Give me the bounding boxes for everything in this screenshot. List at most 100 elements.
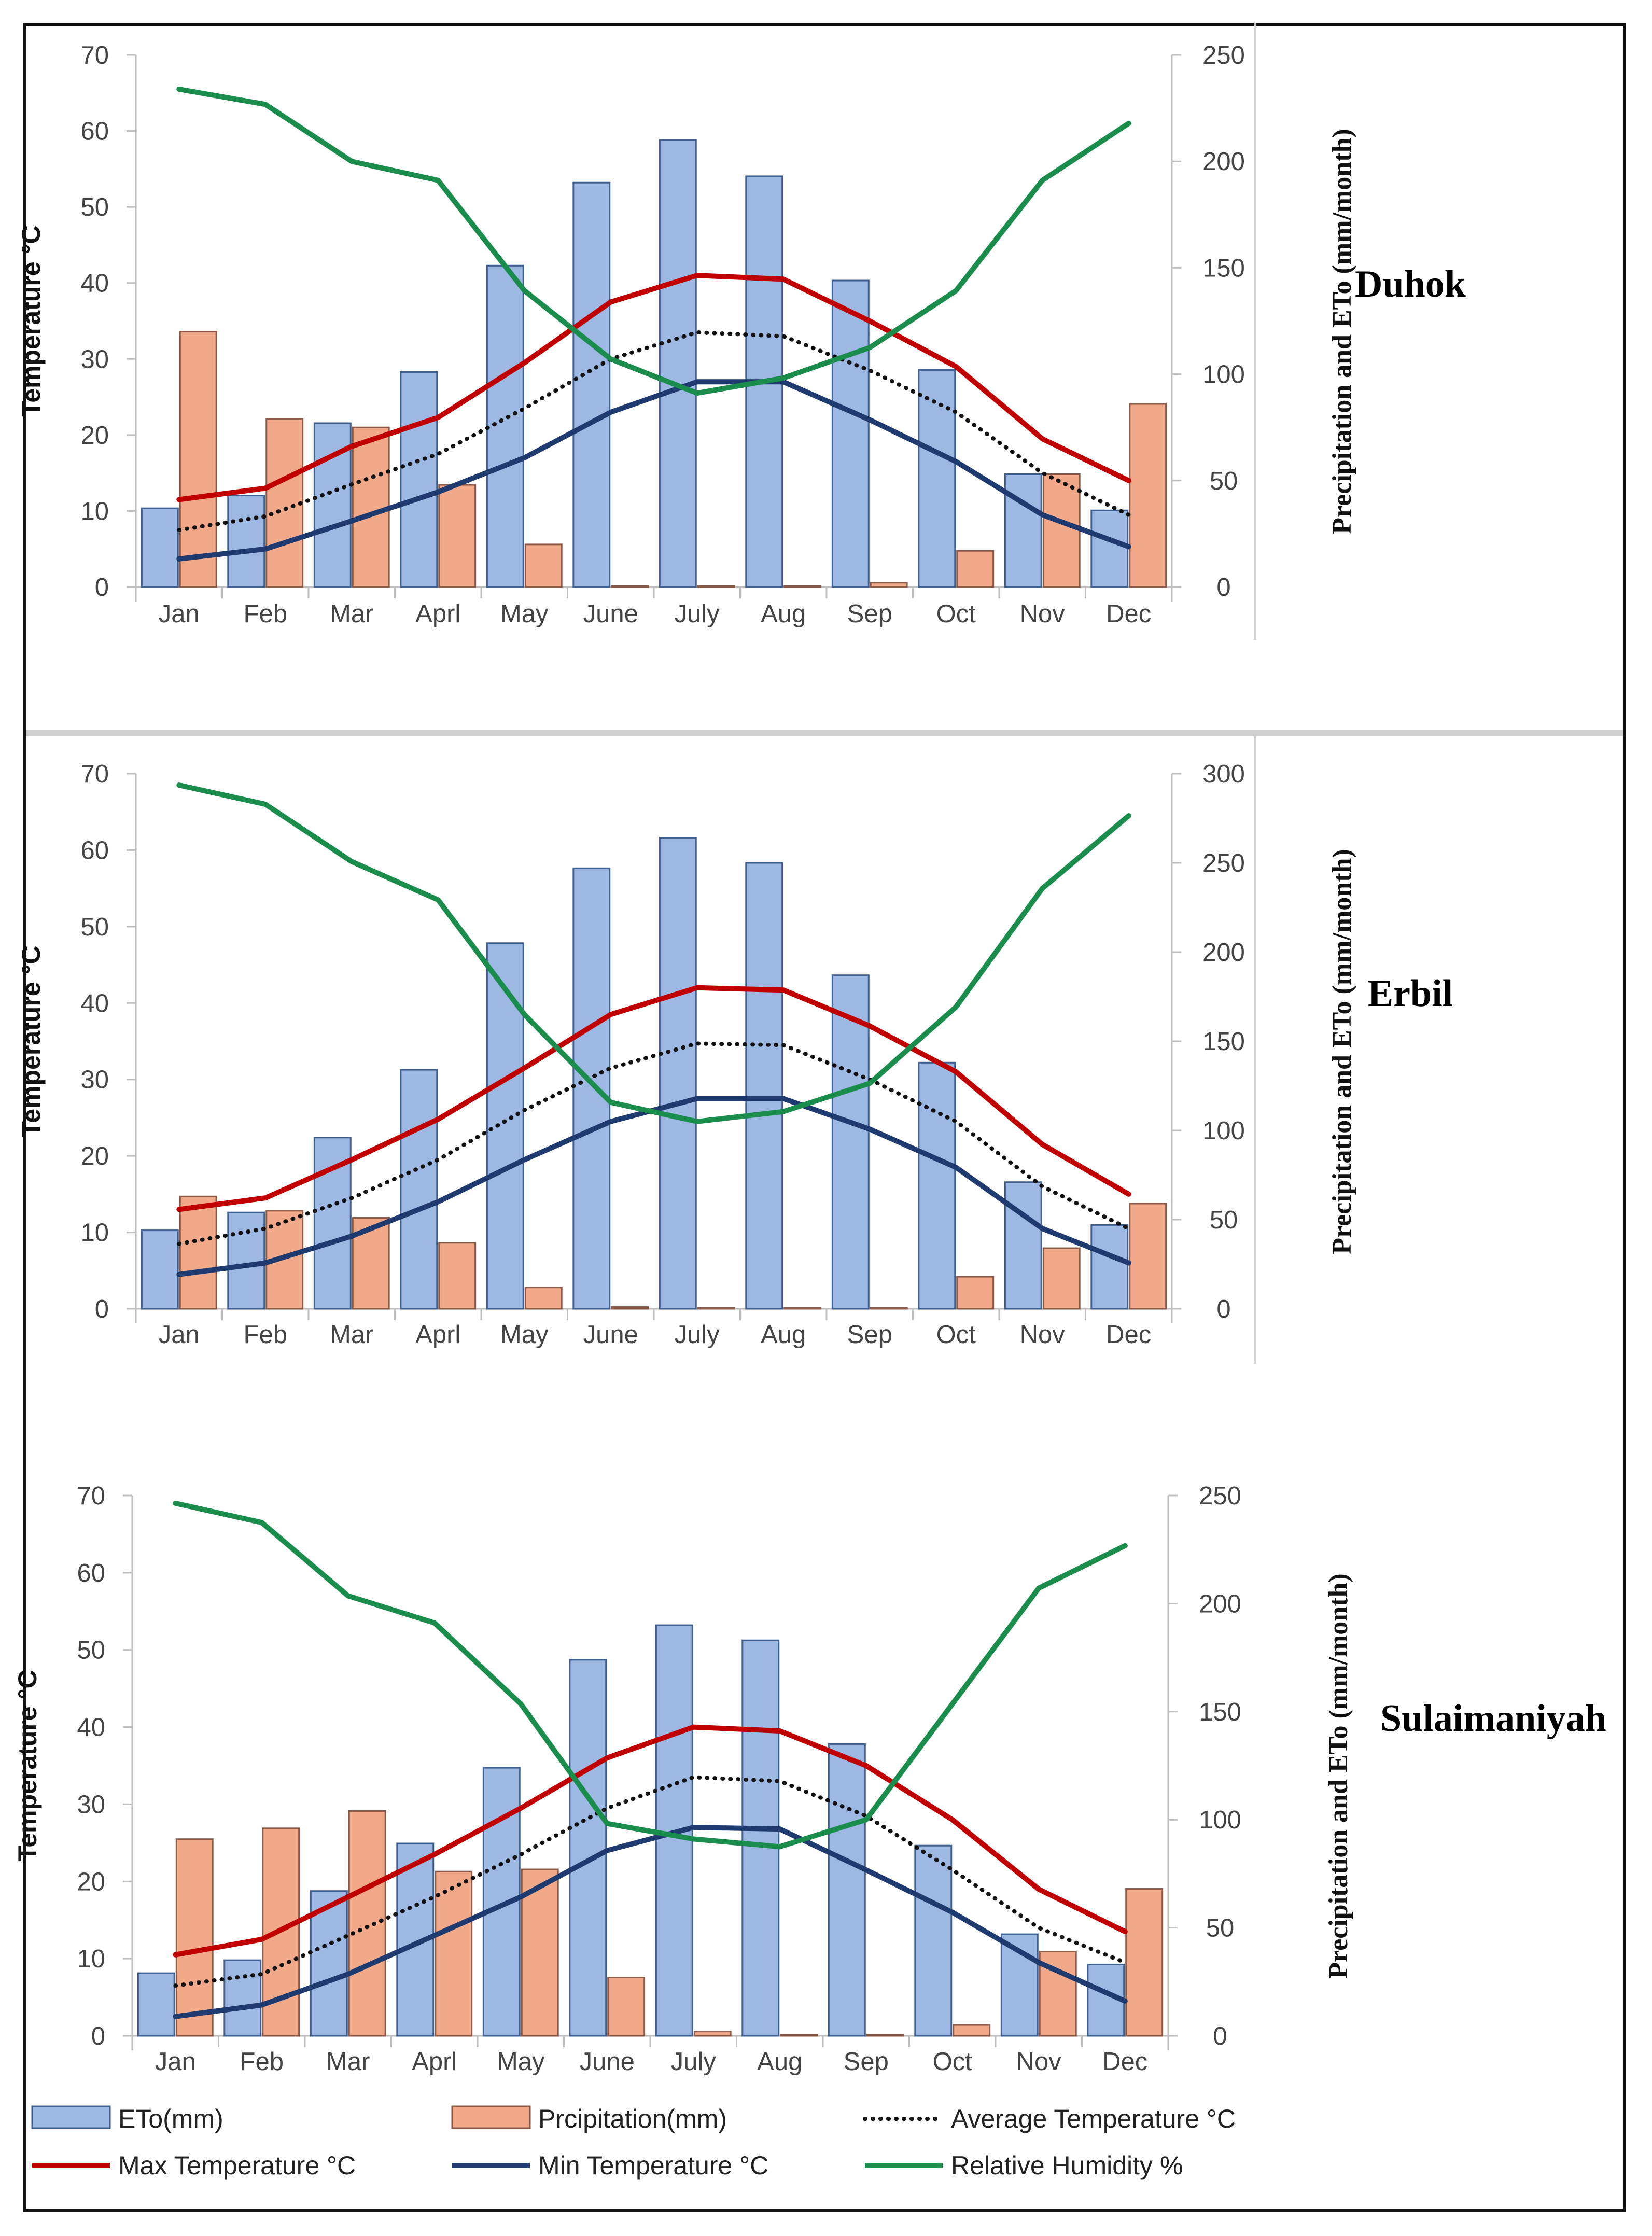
y2-tick-label: 200 xyxy=(1202,148,1245,176)
precipitation-bar xyxy=(521,1868,559,2037)
precipitation-bar xyxy=(953,2024,991,2037)
y2-axis-title: Precipitation and ETo (mm/month) xyxy=(1324,1573,1353,1979)
chart-title: Sulaimaniyah xyxy=(1380,1697,1606,1740)
legend-swatch xyxy=(31,2105,111,2129)
eto-bar xyxy=(572,867,611,1310)
y-tick-label: 50 xyxy=(77,1637,105,1665)
y-tick-label: 70 xyxy=(80,41,109,69)
y-tick-label: 30 xyxy=(77,1791,105,1819)
y-tick-label: 20 xyxy=(77,1868,105,1896)
y-axis-title: Temperature °C xyxy=(13,1670,42,1861)
y2-tick-label: 0 xyxy=(1213,2022,1227,2050)
precipitation-bar xyxy=(438,1242,477,1310)
y-tick-label: 40 xyxy=(80,270,109,298)
eto-bar xyxy=(569,1659,607,2037)
legend-item-eto: ETo(mm) xyxy=(31,2104,223,2133)
eto-bar xyxy=(831,280,870,588)
x-tick-label: May xyxy=(497,2048,545,2076)
eto-bar xyxy=(918,369,956,588)
x-tick-label: Feb xyxy=(244,1321,287,1349)
max-temperature-line xyxy=(173,1724,1128,1958)
y2-tick-label: 50 xyxy=(1210,467,1238,495)
eto-bar xyxy=(486,942,524,1310)
eto-bar xyxy=(828,1743,866,2037)
y2-tick-label: 300 xyxy=(1202,760,1245,788)
chart-panel-sulaimaniyah: 0 10 20 30 40 50 60 70 0 50 100 150 200 250 Jan Feb Mar A… xyxy=(13,1482,1606,2076)
x-tick-label: Sep xyxy=(847,1321,892,1349)
average-temperature-line xyxy=(177,1041,1131,1246)
y-tick-label: 10 xyxy=(80,497,109,525)
precipitation-bar xyxy=(438,484,477,588)
x-tick-label: June xyxy=(583,600,638,628)
legend: ETo(mm) Prcipitation(mm) Average Temperatu… xyxy=(31,2104,1236,2180)
legend-label: ETo(mm) xyxy=(118,2104,223,2133)
y2-tick-label: 150 xyxy=(1202,254,1245,282)
x-tick-label: Nov xyxy=(1020,600,1066,628)
eto-bar xyxy=(918,1061,956,1310)
x-tick-label: Mar xyxy=(330,600,373,628)
legend-item-max: Max Temperature °C xyxy=(32,2151,356,2180)
x-tick-label: Oct xyxy=(936,600,976,628)
x-tick-label: Jan xyxy=(155,2048,196,2076)
y2-tick-label: 250 xyxy=(1202,41,1245,69)
y2-axis-title: Precipitation and ETo (mm/month) xyxy=(1327,129,1357,534)
max-temperature-line xyxy=(176,985,1131,1212)
x-tick-label: Feb xyxy=(240,2048,284,2076)
x-tick-label: July xyxy=(671,2048,717,2076)
y2-tick-label: 50 xyxy=(1206,1914,1235,1942)
eto-bar xyxy=(914,1844,953,2037)
y2-tick-label: 150 xyxy=(1199,1698,1241,1726)
precipitation-bar xyxy=(783,585,822,588)
legend-swatch xyxy=(451,2105,531,2129)
x-tick-label: May xyxy=(500,1321,549,1349)
x-tick-label: Aprl xyxy=(415,600,460,628)
panel-divider-3 xyxy=(1254,23,1256,640)
y-tick-label: 20 xyxy=(80,1142,109,1170)
precipitation-series xyxy=(179,1195,1167,1310)
x-tick-label: Dec xyxy=(1106,1321,1151,1349)
y-tick-label: 20 xyxy=(80,422,109,450)
relative-humidity-line xyxy=(176,87,1131,396)
y2-tick-label: 100 xyxy=(1202,361,1245,389)
precipitation-bar xyxy=(693,2031,732,2037)
precipitation-bar xyxy=(780,2034,818,2037)
min-temperature-line xyxy=(176,379,1131,562)
eto-bar xyxy=(227,495,265,588)
y2-axis-title: Precipitation and ETo (mm/month) xyxy=(1327,849,1357,1254)
legend-item-precip: Prcipitation(mm) xyxy=(451,2104,727,2133)
precipitation-bar xyxy=(179,1195,217,1310)
legend-label: Min Temperature °C xyxy=(538,2151,768,2180)
precipitation-bar xyxy=(524,1287,563,1310)
precipitation-bar xyxy=(870,582,908,588)
x-tick-label: June xyxy=(583,1321,638,1349)
precipitation-bar xyxy=(1129,1203,1167,1310)
y-tick-label: 60 xyxy=(77,1559,105,1587)
x-tick-label: July xyxy=(675,600,720,628)
x-tick-label: Nov xyxy=(1016,2048,1062,2076)
y-tick-label: 30 xyxy=(80,345,109,373)
chart-panel-erbil: 0 10 20 30 40 50 60 70 0 50 100 150 200 250 300 Jan Feb M… xyxy=(17,760,1453,1349)
x-tick-label: Aug xyxy=(761,1321,806,1349)
precipitation-bar xyxy=(1125,1888,1164,2037)
y-tick-label: 0 xyxy=(95,574,109,602)
eto-bar xyxy=(141,1229,179,1310)
precipitation-bar xyxy=(866,2034,904,2037)
y2-tick-label: 250 xyxy=(1202,849,1245,877)
y-tick-label: 60 xyxy=(80,118,109,146)
y-tick-label: 30 xyxy=(80,1066,109,1094)
precipitation-bar xyxy=(524,543,563,588)
precipitation-bar xyxy=(870,1307,908,1310)
x-tick-label: Oct xyxy=(933,2048,973,2076)
precipitation-bar xyxy=(265,418,304,588)
legend-label: Relative Humidity % xyxy=(951,2151,1183,2180)
x-tick-label: July xyxy=(675,1321,720,1349)
precipitation-bar xyxy=(1039,1950,1077,2037)
y2-tick-label: 100 xyxy=(1202,1117,1245,1145)
y2-tick-label: 50 xyxy=(1210,1206,1238,1234)
y-tick-label: 0 xyxy=(91,2022,105,2050)
x-tick-label: Sep xyxy=(844,2048,889,2076)
precipitation-bar xyxy=(611,585,649,588)
eto-series xyxy=(141,139,1129,588)
x-tick-label: Dec xyxy=(1106,600,1151,628)
eto-bar xyxy=(741,1639,780,2037)
